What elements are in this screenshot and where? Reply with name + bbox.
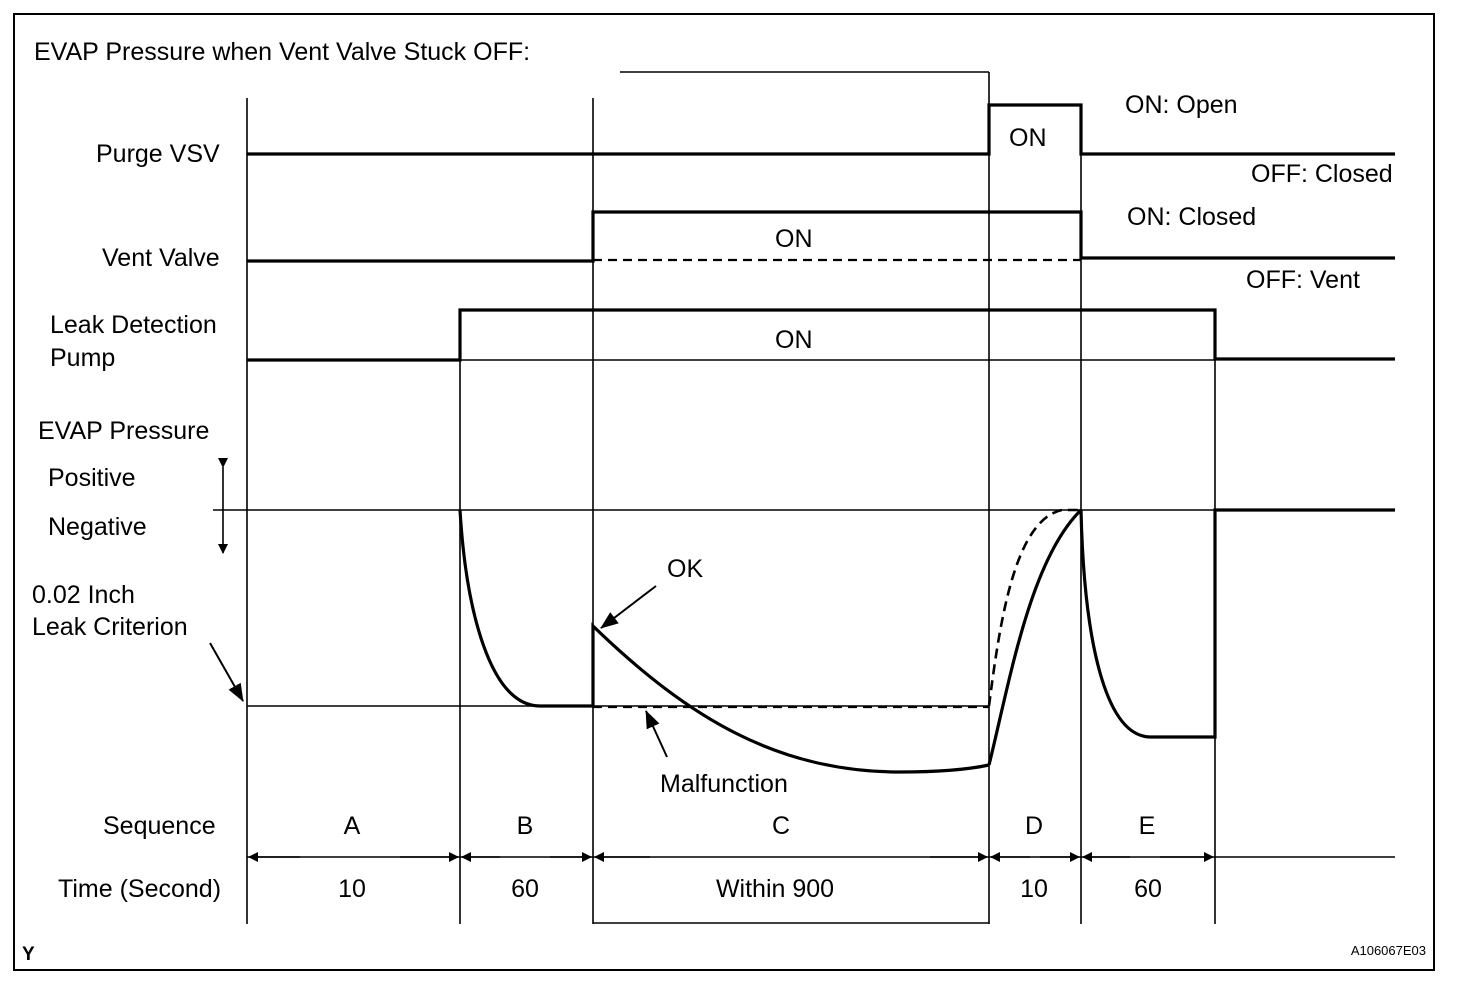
pressure-curve-ok bbox=[591, 622, 990, 774]
vent-off-state: OFF: Vent bbox=[1246, 266, 1360, 294]
pressure-curve-d bbox=[987, 508, 1083, 766]
sequence-a: A bbox=[344, 812, 361, 840]
label-evap-pressure: EVAP Pressure bbox=[38, 417, 209, 445]
label-sequence: Sequence bbox=[103, 812, 216, 840]
figure-code: A106067E03 bbox=[1351, 943, 1426, 958]
pressure-curve-d-dashed bbox=[987, 508, 1081, 707]
purge-on-label: ON bbox=[1009, 124, 1047, 152]
label-vent-valve: Vent Valve bbox=[102, 244, 220, 272]
purge-on-state: ON: Open bbox=[1125, 91, 1238, 119]
sequence-c: C bbox=[772, 812, 790, 840]
corner-mark: Y bbox=[22, 944, 35, 965]
malfunction-arrow bbox=[645, 710, 668, 758]
label-negative: Negative bbox=[48, 513, 147, 541]
criterion-arrow bbox=[209, 642, 244, 702]
purge-vsv-signal bbox=[247, 103, 1395, 156]
pressure-curve-b bbox=[458, 509, 593, 708]
purge-off-state: OFF: Closed bbox=[1251, 160, 1393, 188]
sequence-d: D bbox=[1025, 812, 1043, 840]
diagram-title: EVAP Pressure when Vent Valve Stuck OFF: bbox=[34, 38, 530, 66]
label-leak-pump-2: Pump bbox=[50, 344, 115, 372]
diagram-frame bbox=[13, 13, 1435, 971]
time-e: 60 bbox=[1134, 875, 1162, 903]
pressure-curve-e bbox=[1079, 508, 1395, 739]
label-purge-vsv: Purge VSV bbox=[96, 140, 220, 168]
label-positive: Positive bbox=[48, 464, 136, 492]
vent-on-label: ON bbox=[775, 225, 813, 253]
time-d: 10 bbox=[1020, 875, 1048, 903]
ok-label: OK bbox=[667, 555, 703, 583]
label-leak-pump-1: Leak Detection bbox=[50, 311, 217, 339]
label-criterion-1: 0.02 Inch bbox=[32, 581, 135, 609]
ok-arrow bbox=[600, 585, 657, 629]
sequence-e: E bbox=[1139, 812, 1156, 840]
vent-valve-signal bbox=[247, 210, 1395, 263]
leak-pump-signal bbox=[247, 308, 1395, 362]
label-time: Time (Second) bbox=[58, 875, 221, 903]
time-b: 60 bbox=[511, 875, 539, 903]
sequence-b: B bbox=[517, 812, 534, 840]
label-criterion-2: Leak Criterion bbox=[32, 613, 188, 641]
time-c: Within 900 bbox=[716, 875, 834, 903]
malfunction-label: Malfunction bbox=[660, 770, 788, 798]
vent-on-state: ON: Closed bbox=[1127, 203, 1256, 231]
pump-on-label: ON bbox=[775, 326, 813, 354]
time-a: 10 bbox=[338, 875, 366, 903]
